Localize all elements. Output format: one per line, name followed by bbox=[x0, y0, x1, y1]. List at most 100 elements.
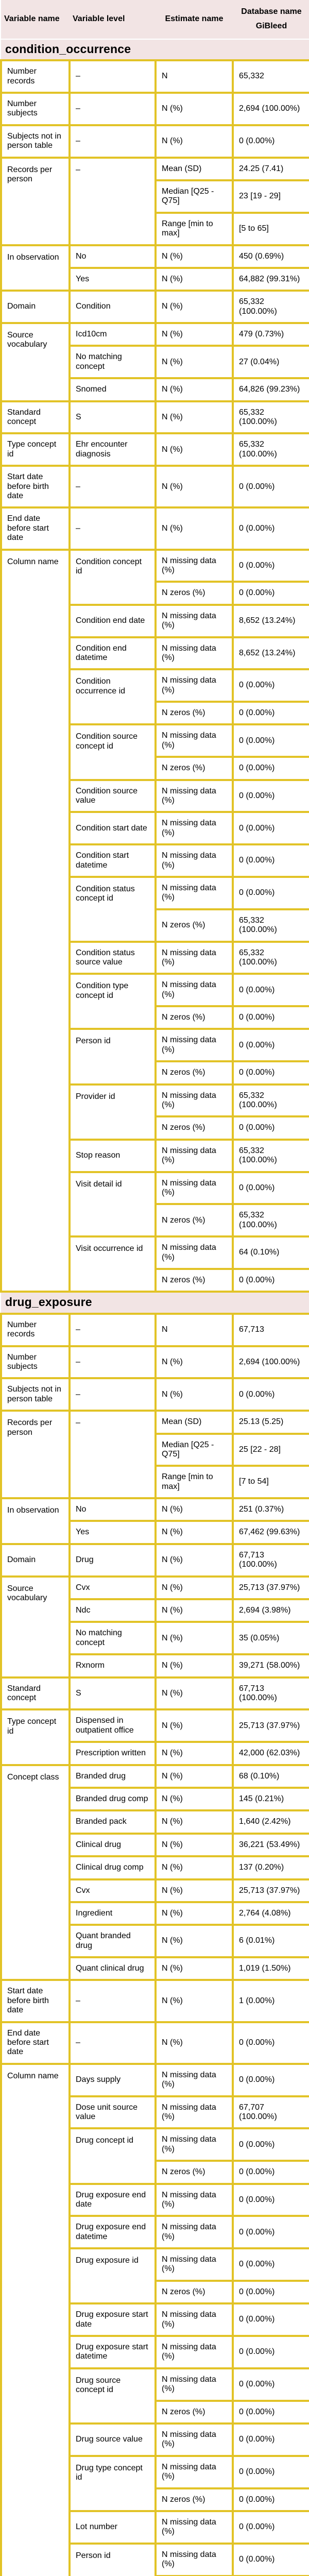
cell-level: Condition status source value bbox=[68, 940, 157, 975]
cell-estimate: N (%) bbox=[154, 1956, 234, 1981]
cell-estimate: N missing data (%) bbox=[154, 973, 234, 1008]
cell-estimate: N (%) bbox=[154, 1598, 234, 1623]
table-row: Source vocabulary Cvx N (%) 25,713 (37.97%) bbox=[0, 1575, 309, 1679]
table-row: Median [Q25 - Q75] 25 [22 - 28] bbox=[1, 1432, 309, 1467]
cell-level: – bbox=[68, 1377, 157, 1412]
cell-level: – bbox=[68, 1410, 157, 1500]
table-row: Concept class Branded drug N (%) 68 (0.10%) bbox=[0, 1764, 309, 1981]
cell-estimate: N zeros (%) bbox=[154, 1005, 234, 1030]
cell-estimate: N missing data (%) bbox=[154, 875, 234, 910]
cell-value: 145 (0.21%) bbox=[232, 1786, 309, 1812]
column-header-estimate-name: Estimate name bbox=[156, 0, 233, 39]
cell-value: 450 (0.69%) bbox=[232, 244, 309, 269]
cell-level: – bbox=[68, 1979, 157, 2023]
cell-estimate: N (%) bbox=[154, 1575, 234, 1601]
cell-variable: Column name bbox=[0, 548, 71, 1293]
cell-estimate: N missing data (%) bbox=[154, 2335, 234, 2369]
cell-level: Drug exposure end date bbox=[68, 2182, 157, 2217]
cell-level: Days supply bbox=[68, 2062, 157, 2097]
cell-estimate: N missing data (%) bbox=[154, 603, 234, 638]
cell-estimate: N (%) bbox=[154, 1855, 234, 1880]
table-row: Condition status concept id N missing dat… bbox=[1, 875, 309, 943]
column-header-database: Database name GiBleed bbox=[233, 0, 309, 39]
cell-value: 0 (0.00%) bbox=[232, 124, 309, 159]
cell-level: Visit occurrence id bbox=[68, 1235, 157, 1293]
cell-level: Condition end datetime bbox=[68, 636, 157, 671]
cell-variable: Concept class bbox=[0, 1764, 71, 1981]
cell-level: Person id bbox=[68, 2542, 157, 2576]
cell-level: Ingredient bbox=[68, 1901, 157, 1926]
table-row: In observation No N (%) 450 (0.69%) bbox=[0, 244, 309, 292]
database-name-spanner: Database name bbox=[241, 7, 302, 16]
cell-level: Clinical drug comp bbox=[68, 1855, 157, 1880]
cell-level: No matching concept bbox=[68, 1621, 157, 1656]
cell-value: 479 (0.73%) bbox=[232, 322, 309, 347]
table-row: Quant branded drug N (%) 6 (0.01%) bbox=[1, 1924, 309, 1959]
cell-value: 251 (0.37%) bbox=[232, 1497, 309, 1522]
cell-level: – bbox=[68, 506, 157, 551]
cell-level: Condition type concept id bbox=[68, 973, 157, 1030]
cell-level: S bbox=[68, 400, 157, 435]
table-row: N zeros (%) 65,332 (100.00%) bbox=[1, 1203, 309, 1238]
cell-level: Drug source concept id bbox=[68, 2367, 157, 2425]
cell-value: 0 (0.00%) bbox=[232, 2399, 309, 2425]
cell-level: – bbox=[68, 465, 157, 509]
table-row: Dose unit source value N missing data (%)… bbox=[1, 2095, 309, 2130]
table-row: In observation No N (%) 251 (0.37%) bbox=[0, 1497, 309, 1545]
cell-variable: Type concept id bbox=[0, 1708, 71, 1766]
table-row: Drug exposure start datetime N missing da… bbox=[1, 2335, 309, 2369]
cell-value: 0 (0.00%) bbox=[232, 2182, 309, 2217]
cell-estimate: N missing data (%) bbox=[154, 811, 234, 846]
cell-value: 27 (0.04%) bbox=[232, 345, 309, 380]
cell-value: 36,221 (53.49%) bbox=[232, 1832, 309, 1858]
table-row: Condition end date N missing data (%) 8,65… bbox=[1, 603, 309, 638]
column-header-variable-name: Variable name bbox=[1, 0, 70, 39]
table-row: Column name Condition concept id N missing… bbox=[0, 548, 309, 1293]
table-row: N zeros (%) 0 (0.00%) bbox=[1, 756, 309, 781]
table-row: Drug type concept id N missing data (%) 0 … bbox=[1, 2454, 309, 2512]
cell-level: Drug exposure id bbox=[68, 2247, 157, 2305]
cell-level: – bbox=[68, 92, 157, 126]
cell-level: Quant branded drug bbox=[68, 1924, 157, 1959]
cell-estimate: N missing data (%) bbox=[154, 2542, 234, 2576]
cell-estimate: N zeros (%) bbox=[154, 701, 234, 726]
table-row: Branded drug comp N (%) 145 (0.21%) bbox=[1, 1786, 309, 1812]
table-row: N zeros (%) 0 (0.00%) bbox=[1, 701, 309, 726]
table-row: No matching concept N (%) 27 (0.04%) bbox=[1, 345, 309, 380]
table-row: N zeros (%) 65,332 (100.00%) bbox=[1, 908, 309, 943]
cell-level: Cvx bbox=[68, 1575, 157, 1601]
cell-variable: Start date before birth date bbox=[0, 465, 71, 509]
cell-value: 0 (0.00%) bbox=[232, 2542, 309, 2576]
table-row: Ndc N (%) 2,694 (3.98%) bbox=[1, 1598, 309, 1623]
table-row: Condition type concept id N missing data … bbox=[1, 973, 309, 1030]
table-row: Number records – N 65,332 bbox=[0, 59, 309, 94]
cell-estimate: N (%) bbox=[154, 1979, 234, 2023]
cell-variable: End date before start date bbox=[0, 506, 71, 551]
cell-estimate: N (%) bbox=[154, 345, 234, 380]
cell-level: Quant clinical drug bbox=[68, 1956, 157, 1981]
table-row: Snomed N (%) 64,826 (99.23%) bbox=[1, 377, 309, 402]
table-row: Branded pack N (%) 1,640 (2.42%) bbox=[1, 1809, 309, 1835]
cell-estimate: N zeros (%) bbox=[154, 2279, 234, 2305]
cell-value: 25,713 (37.97%) bbox=[232, 1708, 309, 1743]
cell-estimate: N missing data (%) bbox=[154, 2062, 234, 2097]
table-row: N zeros (%) 0 (0.00%) bbox=[1, 1005, 309, 1030]
cell-value: 1,640 (2.42%) bbox=[232, 1809, 309, 1835]
cell-estimate: N (%) bbox=[154, 1901, 234, 1926]
table-row: Drug exposure id N missing data (%) 0 (0.0… bbox=[1, 2247, 309, 2305]
cell-estimate: N (%) bbox=[154, 1764, 234, 1789]
cell-estimate: N (%) bbox=[154, 1377, 234, 1412]
table-row: Drug exposure start date N missing data (… bbox=[1, 2302, 309, 2337]
table-header: Variable name Variable level Estimate na… bbox=[1, 0, 309, 39]
cell-level: – bbox=[68, 2021, 157, 2065]
cell-value: 0 (0.00%) bbox=[232, 973, 309, 1008]
table-row: Provider id N missing data (%) 65,332 (100… bbox=[1, 1083, 309, 1141]
cell-estimate: N missing data (%) bbox=[154, 2367, 234, 2402]
cell-value: 0 (0.00%) bbox=[232, 465, 309, 509]
cell-value: [7 to 54] bbox=[232, 1465, 309, 1500]
cell-value: 67,462 (99.63%) bbox=[232, 1520, 309, 1545]
cell-variable: Domain bbox=[0, 290, 71, 325]
cell-level: Condition source concept id bbox=[68, 723, 157, 781]
